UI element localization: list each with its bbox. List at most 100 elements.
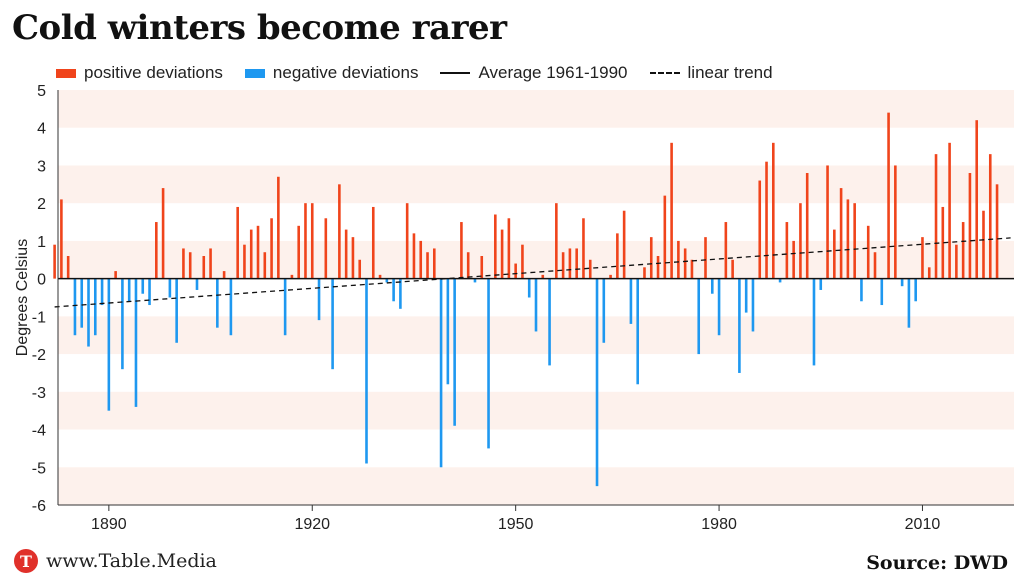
deviation-bar [887,112,890,279]
deviation-bar [955,244,958,279]
deviation-bar [514,263,517,279]
y-tick-label: -2 [32,347,46,364]
deviation-bar [907,278,911,328]
deviation-bar [758,180,762,279]
deviation-bar [982,210,985,279]
deviation-bar [270,218,273,279]
chart-legend: positive deviations negative deviations … [56,62,795,84]
deviation-bar [846,199,850,279]
deviation-bar [202,256,206,279]
x-tick-label: 1890 [91,516,127,533]
x-tick-label: 1980 [701,516,737,533]
deviation-bar [988,154,992,279]
deviation-bar [609,274,612,279]
deviation-bar [453,278,456,426]
deviation-bar [968,173,972,279]
deviation-bar [595,278,599,487]
deviation-bar [961,222,965,279]
deviation-bar [378,274,382,279]
legend-negative: negative deviations [244,63,419,83]
legend-average: Average 1961-1990 [440,63,628,83]
deviation-bar [446,278,450,385]
deviation-bar [277,176,280,279]
deviation-bar [419,240,423,279]
deviation-bar [819,278,823,290]
deviation-bar [487,278,490,449]
deviation-bar [222,271,226,279]
deviation-bar [351,237,355,279]
deviation-bar [826,165,829,279]
deviation-bar [310,203,314,279]
deviation-bar [358,259,362,279]
deviation-bar [900,278,904,287]
deviation-bar [121,278,124,370]
deviation-bar [80,278,84,328]
deviation-bar [622,210,626,279]
deviation-bar [521,244,524,279]
deviation-bar [541,274,545,279]
y-tick-label: 4 [37,121,46,138]
deviation-bar [799,203,802,279]
deviation-bar [365,278,368,464]
deviation-bar [649,237,653,279]
deviation-bar [914,278,917,302]
legend-positive-swatch [56,68,76,78]
deviation-bar [894,165,897,279]
y-tick-label: -1 [32,309,46,326]
legend-negative-label: negative deviations [272,63,419,82]
deviation-bar [731,259,734,279]
deviation-bar [629,278,633,324]
deviation-bar [188,252,192,279]
grid-band [58,240,1014,279]
deviation-bar [805,173,809,279]
deviation-bar [548,278,551,366]
deviation-bar [161,188,165,279]
chart-title: Cold winters become rarer [12,8,507,48]
deviation-bar [405,203,409,279]
deviation-bar [866,225,870,279]
deviation-bar [412,233,416,279]
deviation-bar [941,206,945,279]
deviation-bar [873,252,877,279]
deviation-bar [466,252,470,279]
deviation-bar [934,154,938,279]
deviation-bar [568,248,572,279]
deviation-bar [60,199,63,279]
deviation-bar [432,248,436,279]
deviation-bar [704,237,707,279]
deviation-bar [575,248,578,279]
deviation-bar [195,278,199,290]
deviation-bar [439,278,443,468]
deviation-bar [229,278,233,336]
deviation-bar [66,256,70,279]
source-note: Source: DWD [866,552,1008,574]
deviation-bar [371,206,375,279]
deviation-bar [236,206,239,279]
deviation-bar [921,237,924,279]
deviation-bar [344,229,348,279]
legend-trend-swatch [649,72,680,74]
deviation-bar [290,274,294,279]
deviation-bar [175,278,178,343]
deviation-bar [209,248,212,279]
deviation-bar [860,278,863,302]
deviation-bar [100,278,104,306]
deviation-bar [263,252,267,279]
y-tick-label: 2 [37,196,46,213]
x-tick-label: 1920 [294,516,330,533]
deviation-bar [216,278,219,328]
deviation-bar [283,278,287,336]
deviation-bar [182,248,185,279]
deviation-bar [683,248,687,279]
deviation-bar [168,278,172,298]
deviation-bar [697,278,701,355]
deviation-bar [656,256,660,279]
y-tick-label: -4 [32,423,46,440]
deviation-bar [602,278,606,343]
deviation-bar [670,142,673,279]
y-tick-label: 1 [37,234,46,251]
deviation-bar [772,142,775,279]
y-tick-label: -3 [32,385,46,402]
deviation-bar [249,229,253,279]
deviation-bar [677,240,680,279]
